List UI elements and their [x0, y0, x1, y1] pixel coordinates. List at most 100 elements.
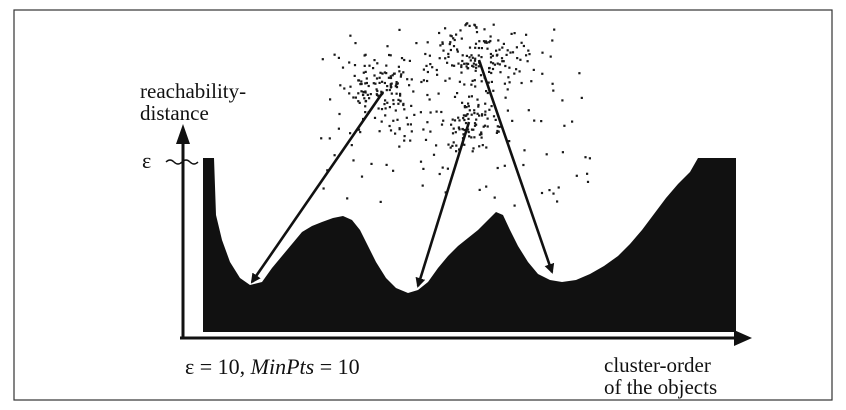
scatter-point — [485, 146, 488, 149]
scatter-point — [478, 188, 481, 191]
scatter-point — [429, 63, 432, 66]
scatter-point — [373, 116, 377, 119]
scatter-point — [358, 101, 361, 104]
scatter-point — [392, 119, 395, 122]
scatter-point — [495, 54, 498, 57]
scatter-point — [502, 42, 505, 45]
scatter-point — [506, 88, 509, 91]
scatter-point — [476, 98, 479, 101]
scatter-point — [478, 40, 481, 43]
scatter-point — [452, 127, 455, 130]
scatter-point — [520, 41, 523, 44]
scatter-point — [488, 66, 491, 70]
scatter-point — [449, 34, 452, 37]
scatter-point — [388, 106, 391, 109]
scatter-point — [381, 80, 384, 83]
scatter-point — [463, 83, 466, 86]
scatter-point — [491, 54, 494, 57]
scatter-point — [444, 191, 447, 194]
scatter-point — [497, 130, 500, 133]
scatter-point — [393, 72, 396, 75]
scatter-point — [449, 146, 452, 149]
scatter-point — [389, 54, 392, 57]
scatter-point — [360, 90, 363, 93]
scatter-point — [505, 53, 508, 56]
scatter-point — [532, 68, 535, 71]
scatter-point — [467, 62, 470, 65]
scatter-point — [384, 99, 387, 102]
scatter-point — [394, 85, 397, 88]
scatter-point — [349, 34, 352, 37]
scatter-point — [553, 28, 556, 31]
scatter-point — [399, 94, 402, 97]
scatter-point — [485, 90, 488, 93]
scatter-point — [522, 44, 525, 48]
scatter-point — [413, 113, 416, 116]
scatter-point — [477, 103, 480, 107]
x-axis-label-line2: of the objects — [604, 375, 717, 399]
scatter-point — [540, 191, 544, 195]
scatter-point — [470, 95, 473, 98]
scatter-point — [419, 160, 423, 163]
scatter-point — [364, 70, 367, 73]
scatter-point — [373, 59, 376, 62]
scatter-point — [352, 96, 355, 99]
scatter-point — [492, 62, 495, 65]
scatter-point — [527, 49, 530, 52]
scatter-point — [383, 71, 386, 74]
scatter-point — [480, 133, 483, 136]
scatter-point — [541, 72, 544, 75]
scatter-point — [496, 125, 499, 128]
scatter-point — [354, 96, 357, 99]
scatter-point — [408, 59, 411, 62]
scatter-point — [422, 128, 425, 131]
scatter-point — [494, 118, 497, 121]
scatter-point — [492, 23, 495, 26]
scatter-point — [429, 111, 432, 114]
scatter-point — [415, 42, 418, 45]
scatter-point — [353, 64, 357, 67]
scatter-point — [435, 110, 438, 113]
scatter-point — [333, 53, 336, 56]
scatter-point — [460, 64, 463, 67]
scatter-point — [495, 49, 498, 52]
scatter-point — [389, 86, 392, 89]
scatter-point — [480, 114, 484, 117]
scatter-point — [588, 157, 591, 160]
scatter-point — [527, 109, 530, 112]
scatter-point — [503, 164, 506, 167]
scatter-point — [477, 54, 480, 57]
scatter-point — [398, 145, 401, 148]
scatter-point — [364, 91, 367, 94]
scatter-point — [363, 97, 366, 100]
scatter-point — [482, 40, 486, 43]
scatter-point — [502, 60, 505, 63]
scatter-point — [468, 109, 471, 112]
scatter-point — [508, 81, 511, 84]
scatter-point — [522, 163, 525, 167]
scatter-point — [409, 139, 412, 142]
arrow-cluster-right — [477, 59, 555, 274]
scatter-point — [363, 64, 366, 67]
scatter-point — [369, 93, 372, 96]
scatter-point — [487, 81, 490, 84]
scatter-point — [491, 67, 495, 71]
scatter-point — [575, 174, 578, 177]
scatter-point — [540, 120, 543, 123]
scatter-point — [357, 79, 361, 82]
scatter-point — [453, 95, 457, 98]
scatter-point — [405, 116, 408, 119]
scatter-point — [422, 167, 425, 170]
scatter-point — [496, 62, 499, 65]
scatter-point — [473, 79, 476, 82]
scatter-point — [515, 46, 518, 49]
scatter-point — [398, 128, 401, 131]
scatter-point — [580, 96, 583, 99]
scatter-point — [492, 115, 496, 118]
scatter-point — [422, 68, 425, 71]
scatter-point — [392, 169, 395, 172]
scatter-point — [480, 80, 483, 83]
scatter-point — [420, 80, 423, 84]
scatter-point — [389, 75, 392, 78]
scatter-point — [467, 131, 470, 134]
